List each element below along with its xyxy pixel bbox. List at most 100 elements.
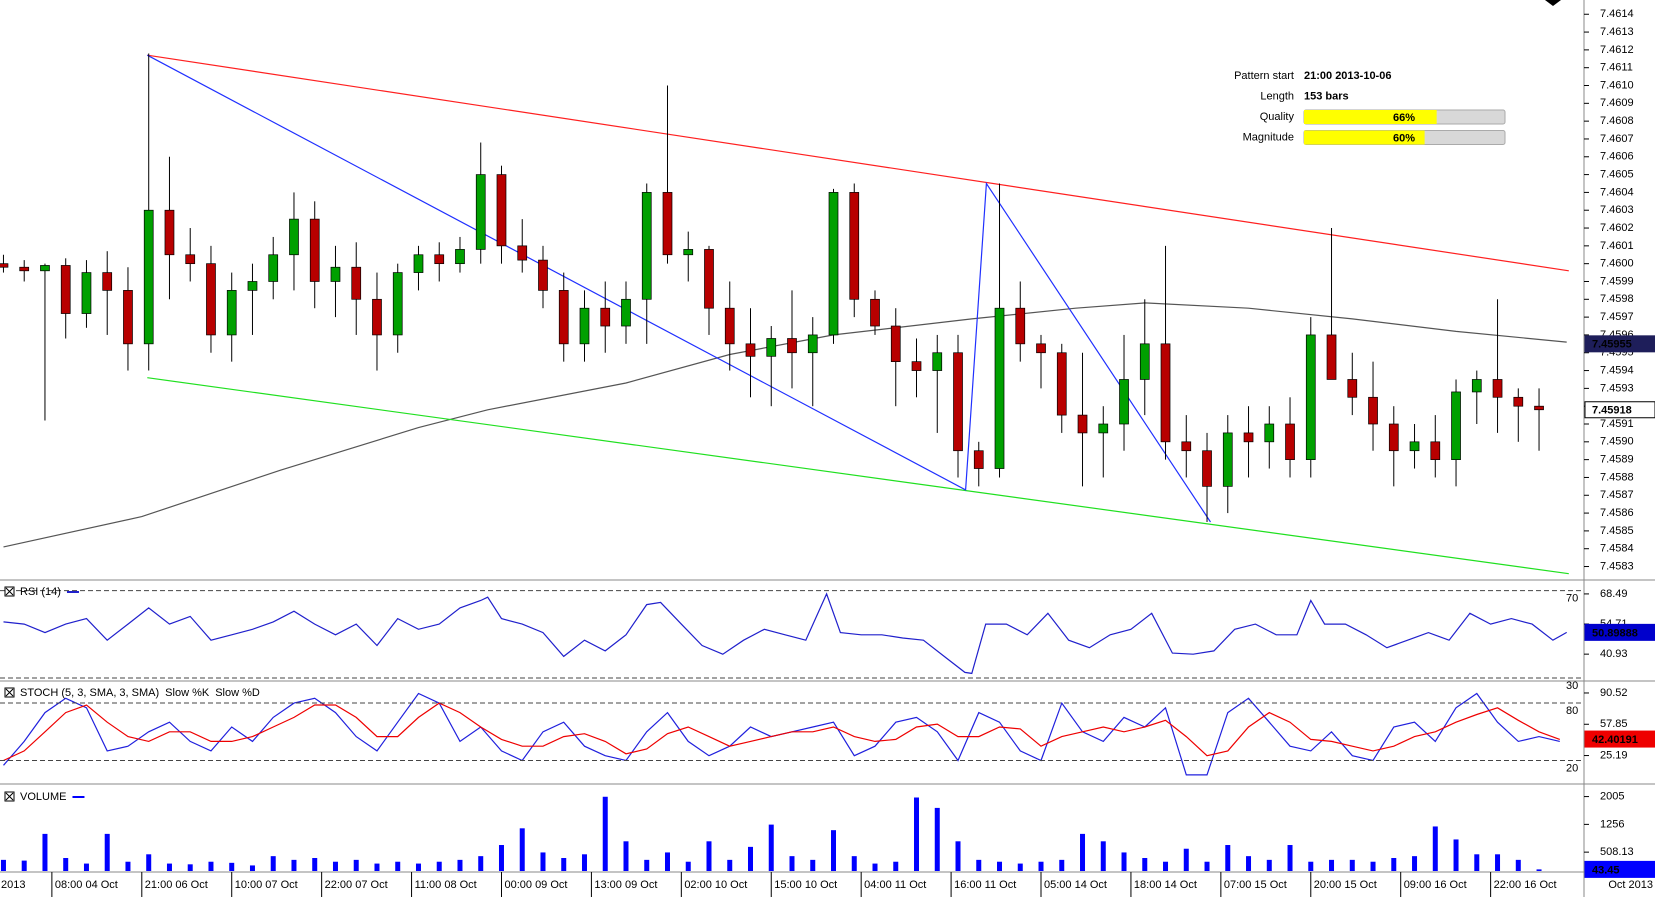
volume-bar [249,865,255,871]
pattern-bar-label: 66% [1393,112,1415,124]
x-edge-label: 2013 [1,879,25,891]
candle-body [973,450,984,469]
pattern-bar [1304,110,1437,124]
plot-area [0,53,1569,575]
current-value-label: 42.40191 [1592,734,1638,746]
candle-body [579,307,590,345]
volume-bar [540,852,546,871]
pattern-info-label: Length [1260,90,1294,102]
candle-body [1347,379,1358,398]
volume-bar [1349,859,1355,871]
volume-bar [42,833,48,871]
volume-bar [291,859,297,871]
volume-bar [187,864,193,871]
candle-body [1285,423,1295,460]
volume-bar [1515,859,1521,871]
candle-body [1430,441,1441,460]
volume-bar [955,841,961,871]
volume-bar [727,859,733,871]
y-tick-label: 7.4586 [1600,507,1634,519]
candle-body [1160,343,1171,443]
candle-body [19,266,30,272]
y-tick-label: 40.93 [1600,648,1628,660]
y-tick-label: 7.4588 [1600,471,1634,483]
x-tick-label: 13:00 09 Oct [594,879,657,891]
volume-bar [498,845,504,871]
y-tick-label: 7.4585 [1600,525,1634,537]
candle-body [787,338,797,354]
candle-body [1451,391,1461,460]
y-tick-label: 25.19 [1600,749,1628,761]
y-tick-label: 7.4608 [1600,115,1634,127]
candle-body [890,325,901,363]
y-tick-label: 7.4590 [1600,436,1634,448]
indicator-line [3,702,1561,762]
legend-entry: Slow %D [215,687,260,699]
plot-area [3,692,1561,776]
volume-bar [644,859,650,871]
volume-bar [1142,858,1148,871]
y-tick-label: 7.4606 [1600,151,1634,163]
x-tick-label: 04:00 11 Oct [864,879,926,891]
candle-body [40,265,50,272]
y-tick-label: 7.4598 [1600,293,1634,305]
y-tick-label: 7.4613 [1600,26,1634,38]
candle-body [1471,379,1482,393]
candle-body [434,254,445,265]
y-tick-label: 7.4583 [1600,560,1634,572]
volume-bar [478,856,484,871]
current-value-box [1584,401,1655,419]
volume-bar [1287,845,1293,871]
candle-body [392,272,403,336]
candle-body [81,272,92,314]
candle-body [1534,405,1544,411]
current-value-label: 7.45918 [1592,405,1632,417]
pattern-bar [1304,130,1425,145]
candle-body [1409,441,1420,452]
candle-body [164,209,175,256]
volume-bar [706,841,712,871]
volume-bar [602,796,608,871]
volume-bar [1038,861,1044,871]
candle-body [1098,423,1109,434]
collapse-cross [5,688,14,697]
volume-bar [229,862,235,871]
volume-bar [1266,859,1272,871]
volume-bar [146,854,152,871]
candle-body [289,218,299,256]
volume-bar [914,797,920,871]
y-tick-label: 7.4599 [1600,275,1634,287]
pattern-bar-label: 60% [1393,132,1415,144]
candle-body [268,254,279,282]
y-tick-label: 508.13 [1600,846,1634,858]
volume-bar [63,858,69,871]
y-tick-label: 7.4594 [1600,364,1634,376]
volume-bar [976,859,982,871]
level-label: 20 [1566,762,1578,774]
y-tick-label: 7.4602 [1600,222,1634,234]
x-tick-label: 11:00 08 Oct [415,879,477,891]
pattern-info-label: Quality [1260,111,1295,123]
current-value-label: 7.45955 [1592,339,1632,351]
candle-body [766,338,777,357]
candle-body [517,245,528,261]
candle-body [309,218,320,282]
candle-body [807,334,818,354]
y-tick-label: 7.4603 [1600,204,1634,216]
y-tick-label: 7.4605 [1600,168,1634,180]
y-tick-label: 7.4593 [1600,382,1634,394]
candle-body [0,263,9,268]
volume-bar [997,861,1003,871]
candle-body [1119,379,1129,425]
volume-bar [332,861,338,871]
candle-body [247,281,258,291]
menu-arrow[interactable] [1545,0,1561,6]
volume-bar [312,858,318,871]
volume-bar [436,861,442,871]
y-tick-label: 7.4589 [1600,454,1634,466]
volume-bar [1412,856,1418,871]
candle-body [1264,423,1275,443]
candle-body [621,298,631,327]
